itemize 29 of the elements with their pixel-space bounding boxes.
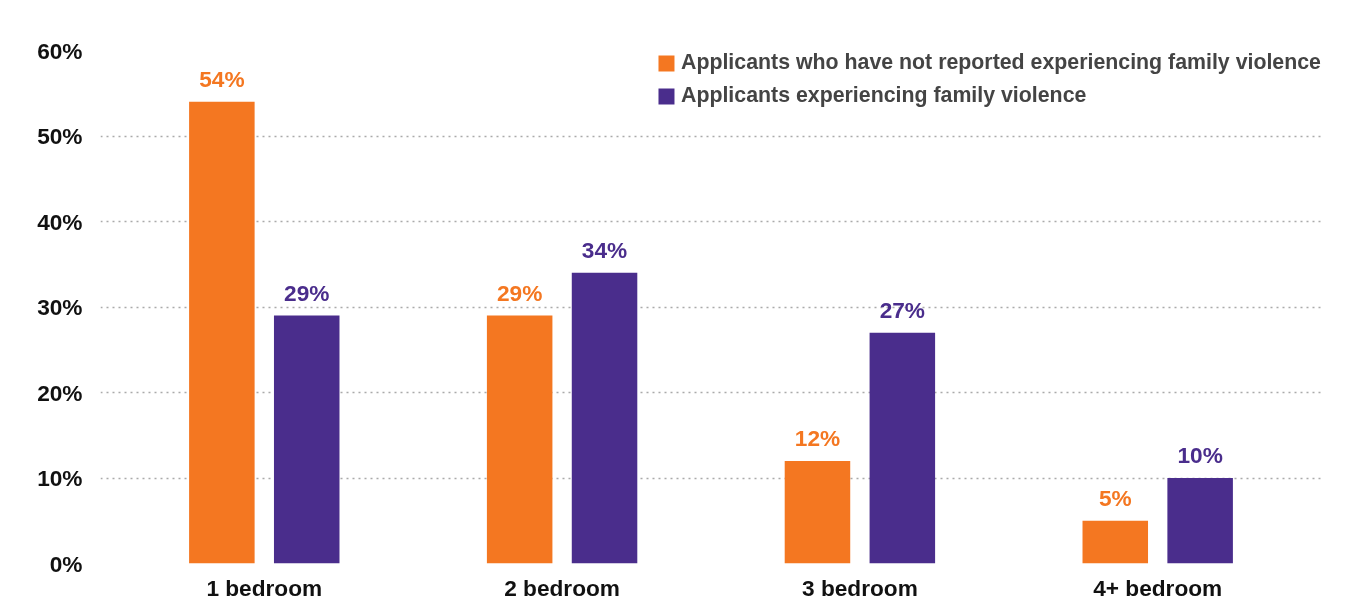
y-tick-label: 50% — [37, 123, 83, 149]
bar — [1082, 520, 1149, 564]
y-tick-label: 30% — [37, 294, 83, 320]
x-tick-label: 2 bedroom — [504, 574, 621, 601]
bar — [869, 332, 936, 564]
x-tick-label: 1 bedroom — [206, 574, 323, 601]
x-tick-label: 3 bedroom — [802, 574, 918, 601]
data-label: 10% — [1177, 442, 1223, 468]
bar — [784, 460, 851, 564]
bar — [273, 315, 340, 564]
data-label: 29% — [284, 279, 330, 306]
y-tick-label: 10% — [37, 465, 83, 491]
y-tick-label: 60% — [37, 37, 83, 64]
y-tick-label: 20% — [37, 379, 83, 406]
legend-label: Applicants who have not reported experiencing family violence — [680, 50, 1321, 75]
data-label: 29% — [496, 279, 543, 306]
y-tick-label: 0% — [49, 550, 83, 577]
bar — [571, 272, 638, 564]
x-tick-label: 4+ bedroom — [1093, 574, 1223, 601]
bar — [189, 101, 255, 564]
bar — [1167, 478, 1233, 564]
legend-label: Applicants experiencing family violence — [680, 83, 1087, 108]
data-label: 12% — [794, 424, 841, 451]
data-label: 34% — [581, 236, 628, 263]
data-label: 27% — [879, 296, 926, 323]
data-label: 5% — [1098, 484, 1132, 511]
data-label: 54% — [199, 65, 245, 92]
y-tick-label: 40% — [37, 208, 83, 235]
bar — [486, 315, 553, 564]
